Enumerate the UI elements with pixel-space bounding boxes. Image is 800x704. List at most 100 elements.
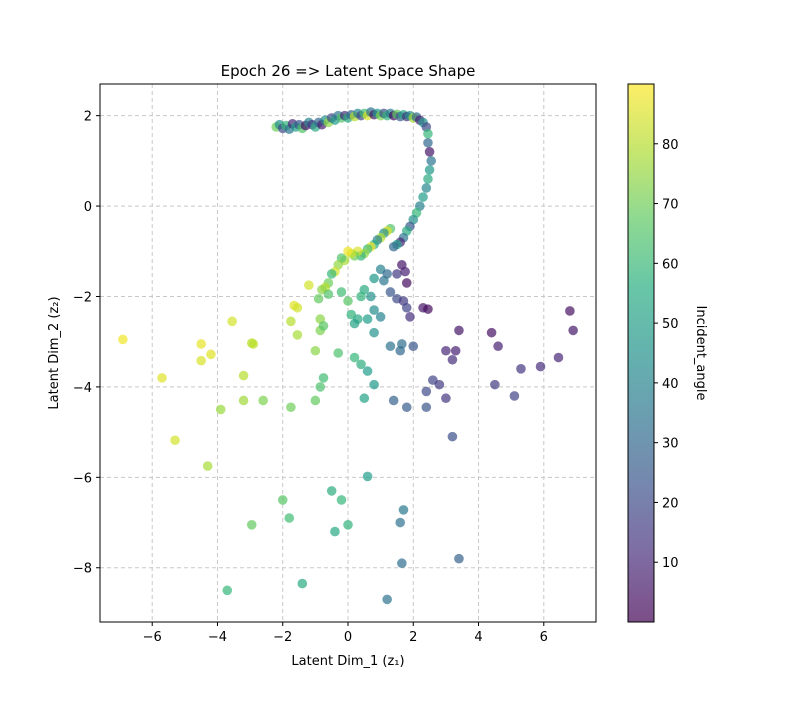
data-point <box>388 241 399 252</box>
data-point <box>421 183 432 193</box>
x-tick-label: −6 <box>143 630 162 645</box>
data-point <box>397 339 407 349</box>
data-point <box>401 302 412 313</box>
data-point <box>215 404 226 415</box>
data-point <box>454 325 464 336</box>
colorbar-tick-label: 20 <box>662 496 679 511</box>
data-point <box>369 379 379 390</box>
data-point <box>418 192 428 202</box>
data-point <box>421 386 432 397</box>
data-point <box>246 519 257 530</box>
data-point <box>343 246 353 257</box>
x-axis-label: Latent Dim_1 (z₁) <box>291 654 404 669</box>
data-point <box>486 327 497 338</box>
data-point <box>379 275 389 286</box>
data-point <box>424 147 435 157</box>
data-point <box>423 128 433 139</box>
data-point <box>292 330 303 340</box>
data-point <box>318 373 329 383</box>
x-tick-label: 4 <box>474 630 482 645</box>
data-point <box>375 312 386 322</box>
data-point <box>304 280 314 290</box>
data-point <box>441 345 451 356</box>
data-point <box>424 165 435 175</box>
colorbar-gradient <box>628 84 654 622</box>
x-tick-label: 2 <box>409 630 417 645</box>
data-point <box>565 306 575 316</box>
data-point <box>286 316 296 327</box>
data-point <box>366 291 376 302</box>
y-tick-label: −2 <box>73 290 92 305</box>
data-point <box>441 393 451 404</box>
data-point <box>238 395 249 406</box>
data-point <box>310 345 321 356</box>
y-axis-label: Latent Dim_2 (z₂) <box>47 296 62 409</box>
data-point <box>362 471 373 482</box>
data-point <box>330 526 340 537</box>
data-point <box>509 391 520 401</box>
data-point <box>553 352 564 363</box>
data-point <box>401 278 412 288</box>
data-point <box>426 156 437 166</box>
data-point <box>398 505 409 515</box>
data-point <box>206 349 216 360</box>
y-tick-label: −6 <box>73 471 92 486</box>
data-point <box>323 289 334 300</box>
colorbar-tick-label: 10 <box>662 556 679 571</box>
data-point <box>447 431 458 442</box>
data-point <box>286 402 296 413</box>
data-point <box>423 174 433 184</box>
colorbar-tick-label: 70 <box>662 198 679 213</box>
data-point <box>450 345 461 356</box>
data-point <box>196 355 206 366</box>
data-point <box>362 314 373 324</box>
data-point <box>333 348 344 358</box>
data-point <box>326 486 337 496</box>
colorbar-tick-label: 30 <box>662 437 679 452</box>
data-point <box>277 495 288 505</box>
data-point <box>516 364 526 374</box>
y-tick-label: −8 <box>73 562 92 577</box>
data-point <box>447 354 458 365</box>
colorbar-tick-label: 80 <box>662 138 679 153</box>
y-tick-label: 2 <box>84 110 92 125</box>
data-point <box>297 578 308 589</box>
data-point <box>490 379 500 390</box>
data-point <box>493 341 503 352</box>
data-point <box>400 266 410 277</box>
data-point <box>310 395 321 406</box>
data-point <box>284 513 295 523</box>
data-point <box>385 341 396 352</box>
data-point <box>336 495 347 505</box>
data-point <box>227 316 237 327</box>
data-point <box>408 341 419 352</box>
data-point <box>369 305 379 315</box>
colorbar-label: Incident_angle <box>693 306 708 401</box>
data-point <box>343 296 353 306</box>
colorbar-tick-label: 60 <box>662 257 679 272</box>
data-point <box>454 553 464 564</box>
data-point <box>315 382 326 392</box>
data-point <box>313 293 324 304</box>
data-point <box>238 370 249 381</box>
data-point <box>318 321 329 331</box>
data-point <box>196 339 206 349</box>
data-point <box>434 379 445 390</box>
data-point <box>405 312 415 322</box>
grid-lines <box>100 84 596 622</box>
data-point <box>349 318 360 329</box>
data-point <box>382 594 392 605</box>
data-point <box>423 304 433 314</box>
data-point <box>395 517 406 528</box>
data-point <box>118 334 128 345</box>
data-point <box>292 302 303 313</box>
data-point <box>326 269 337 279</box>
chart-title: Epoch 26 => Latent Space Shape <box>221 62 476 80</box>
y-tick-label: −4 <box>73 381 92 396</box>
colorbar-ticks: 10 20 30 40 50 60 70 80 <box>654 138 679 571</box>
data-point <box>170 435 180 446</box>
data-point <box>568 325 578 336</box>
data-point <box>369 273 379 284</box>
